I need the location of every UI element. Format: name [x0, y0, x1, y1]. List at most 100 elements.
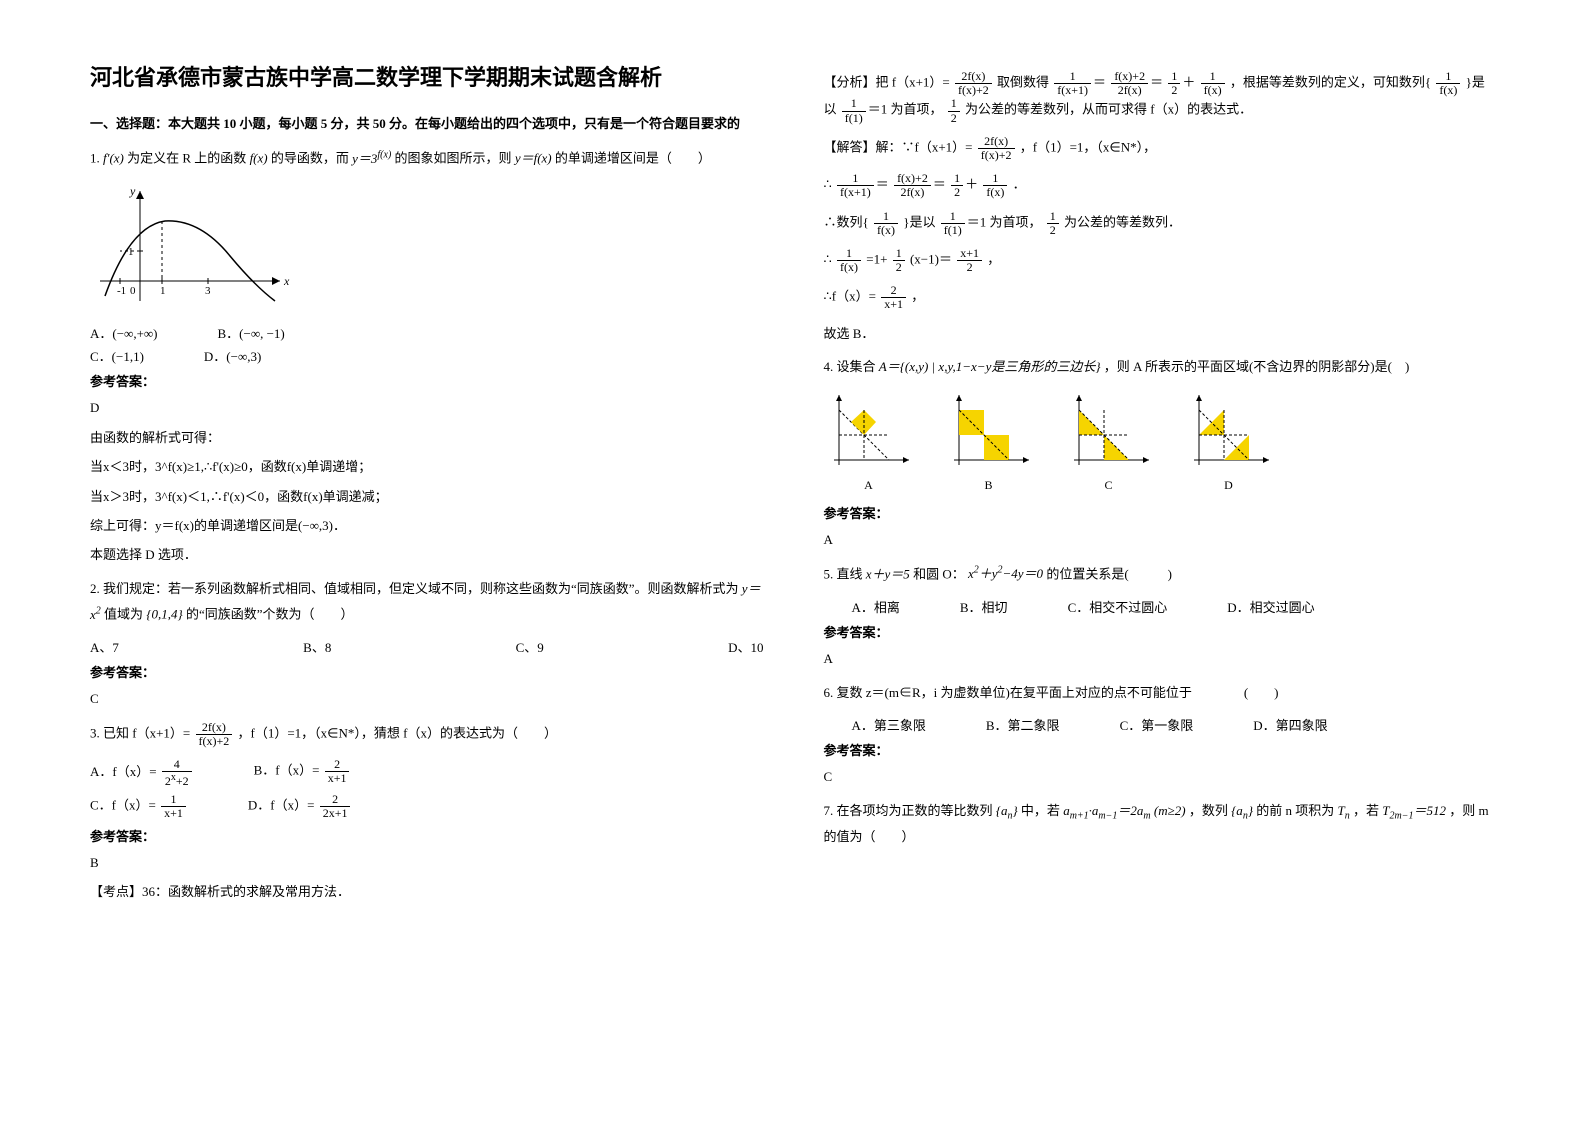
q1-optC: C．(−1,1)	[90, 346, 144, 365]
q4-lbl-C: C	[1064, 478, 1154, 493]
q4-plot-D: D	[1184, 390, 1274, 493]
fx: f(x)	[250, 151, 268, 166]
solve-r3: ∴数列{ 1f(x) }是以 1f(1)＝1 为首项， 12 为公差的等差数列．	[824, 210, 1498, 237]
q7-Tn: Tn	[1338, 803, 1350, 818]
right-column: 【分析】把 f（x+1）= 2f(x)f(x)+2 取倒数得 1f(x+1)＝ …	[824, 60, 1498, 910]
q1-expl3: 当x＞3时，3^f(x)＜1,∴f'(x)＜0，函数f(x)单调递减；	[90, 485, 764, 508]
q1-ans: D	[90, 396, 764, 419]
y-eq2: y＝f(x)	[515, 151, 552, 166]
question-7: 7. 在各项均为正数的等比数列 {an} 中，若 am+1·am−1＝2am (…	[824, 799, 1498, 850]
question-4: 4. 设集合 A＝{(x,y) | x,y,1−x−y是三角形的三边长} ，则 …	[824, 355, 1498, 380]
q7-seq1: {an}	[996, 803, 1018, 818]
solve-r2: ∴ 1f(x+1)＝ f(x)+22f(x)＝ 12＋ 1f(x) ．	[824, 172, 1498, 199]
q1-expl5: 本题选择 D 选项．	[90, 543, 764, 566]
q7-stem-d: 的前 n 项积为	[1256, 803, 1334, 818]
q2-ans-label: 参考答案：	[90, 662, 764, 681]
sv-r2b: ．	[1013, 177, 1026, 192]
q5-optC: C．相交不过圆心	[1068, 597, 1168, 616]
q1-optA: A．(−∞,+∞)	[90, 323, 158, 342]
question-6: 6. 复数 z＝(m∈R，i 为虚数单位)在复平面上对应的点不可能位于 ( )	[824, 681, 1498, 706]
solve-r4: ∴ 1f(x) =1+ 12 (x−1)＝ x+12 ，	[824, 247, 1498, 274]
q1-options: A．(−∞,+∞) B．(−∞, −1)	[90, 323, 764, 342]
q7-T2m: T2m−1＝512	[1382, 803, 1446, 818]
q5-optD: D．相交过圆心	[1227, 597, 1314, 616]
ana-mid5: 为公差的等差数列，从而可求得 f（x）的表达式．	[965, 102, 1252, 117]
q4-ans: A	[824, 528, 1498, 551]
q4-stem-c: ，则 A 所表示的平面区域(不含边界的阴影部分)是( )	[1104, 359, 1410, 374]
q3-optB-pre: B．f（x）=	[254, 763, 320, 778]
q1-ans-label: 参考答案：	[90, 371, 764, 390]
question-3: 3. 已知 f（x+1）= 2f(x)f(x)+2 ，f（1）=1，（x∈N*）…	[90, 721, 764, 748]
q4-plots: A B	[824, 390, 1498, 493]
q5-ans-label: 参考答案：	[824, 622, 1498, 641]
q3-point: 【考点】36：函数解析式的求解及常用方法．	[90, 880, 764, 903]
q1-expl1: 由函数的解析式可得：	[90, 426, 764, 449]
q3-optA: A．f（x）= 42x+2	[90, 758, 194, 788]
sv-r1: ，f（1）=1，（x∈N*），	[1020, 139, 1156, 154]
q4-set: A＝{(x,y) | x,y,1−x−y是三角形的三边长}	[879, 359, 1101, 374]
q4-ans-label: 参考答案：	[824, 503, 1498, 522]
q4-lbl-A: A	[824, 478, 914, 493]
q1-stem-d: 的图象如图所示，则	[395, 151, 515, 166]
sv-r5b: ，	[911, 289, 924, 304]
q4-plot-C: C	[1064, 390, 1154, 493]
left-column: 河北省承德市蒙古族中学高二数学理下学期期末试题含解析 一、选择题：本大题共 10…	[90, 60, 764, 910]
ana-mid2: ，根据等差数列的定义，可知数列{	[1230, 75, 1431, 90]
q1-stem-b: 为定义在 R 上的函数	[127, 151, 249, 166]
q5-stem-a: 5. 直线	[824, 566, 863, 581]
q3-optB: B．f（x）= 2x+1	[254, 758, 352, 788]
page-title: 河北省承德市蒙古族中学高二数学理下学期期末试题含解析	[90, 60, 764, 92]
q3-stem-b: ，f（1）=1，（x∈N*），猜想 f（x）的表达式为（ ）	[238, 726, 557, 741]
q7-seq2: {an}	[1231, 803, 1253, 818]
q3-optD-pre: D．f（x）=	[248, 797, 315, 812]
sv-r6: 故选 B．	[824, 322, 1498, 345]
q6-optA: A．第三象限	[852, 715, 926, 734]
q6-optB: B．第二象限	[986, 715, 1060, 734]
question-1: 1. f′(x) 为定义在 R 上的函数 f(x) 的导函数，而 y＝3f(x)…	[90, 145, 764, 171]
q1-options2: C．(−1,1) D．(−∞,3)	[90, 346, 764, 365]
q1-plot: x y 0 -1 1 3 1	[90, 181, 764, 315]
sv-head: 【解答】解：∵f（x+1）=	[824, 139, 973, 154]
sv-r2a: ∴	[824, 177, 832, 192]
q5-stem-c: 的位置关系是( )	[1046, 566, 1172, 581]
q1-expl2: 当x＜3时，3^f(x)≥1,∴f'(x)≥0，函数f(x)单调递增；	[90, 455, 764, 478]
fprime: f′(x)	[103, 151, 124, 166]
svg-text:0: 0	[130, 285, 136, 297]
q5-ans: A	[824, 647, 1498, 670]
sv-r5a: ∴f（x）=	[824, 289, 876, 304]
svg-text:3: 3	[205, 285, 211, 297]
q1-stem-a: 1.	[90, 151, 103, 166]
q2-stem-b: 值域为	[104, 607, 143, 622]
q1-optD: D．(−∞,3)	[204, 346, 261, 365]
q2-optC: C、9	[516, 637, 544, 656]
q3-optA-pre: A．f（x）=	[90, 764, 157, 779]
q2-ans: C	[90, 687, 764, 710]
q6-ans: C	[824, 765, 1498, 788]
q3-optC-pre: C．f（x）=	[90, 797, 156, 812]
q2-range: {0,1,4}	[146, 607, 182, 622]
q5-stem-b: 和圆 O：	[913, 566, 965, 581]
sv-r4b: =1+	[866, 252, 887, 267]
q5-optA: A．相离	[852, 597, 900, 616]
q4-lbl-B: B	[944, 478, 1034, 493]
svg-text:y: y	[129, 184, 136, 198]
q5-circle: x2＋y2−4y＝0	[968, 566, 1043, 581]
analysis: 【分析】把 f（x+1）= 2f(x)f(x)+2 取倒数得 1f(x+1)＝ …	[824, 70, 1498, 125]
q1-expl4: 综上可得：y＝f(x)的单调递增区间是(−∞,3)．	[90, 514, 764, 537]
q6-optC: C．第一象限	[1120, 715, 1194, 734]
q4-lbl-D: D	[1184, 478, 1274, 493]
q6-ans-label: 参考答案：	[824, 740, 1498, 759]
q2-optB: B、8	[303, 637, 331, 656]
q3-optC: C．f（x）= 1x+1	[90, 793, 188, 820]
q7-stem-e: ，若	[1353, 803, 1379, 818]
sv-r4c: (x−1)＝	[910, 252, 952, 267]
q3-options: A．f（x）= 42x+2 B．f（x）= 2x+1	[90, 758, 764, 788]
sv-r3a: ∴数列{	[824, 214, 869, 229]
y-eq: y＝3f(x)	[352, 151, 391, 166]
q3-optD: D．f（x）= 22x+1	[248, 793, 353, 820]
q7-stem-c: ，数列	[1189, 803, 1228, 818]
question-5: 5. 直线 x＋y＝5 和圆 O： x2＋y2−4y＝0 的位置关系是( )	[824, 561, 1498, 587]
solve-r5: ∴f（x）= 2x+1 ，	[824, 284, 1498, 311]
q1-optB: B．(−∞, −1)	[218, 323, 285, 342]
svg-text:-1: -1	[117, 285, 126, 297]
